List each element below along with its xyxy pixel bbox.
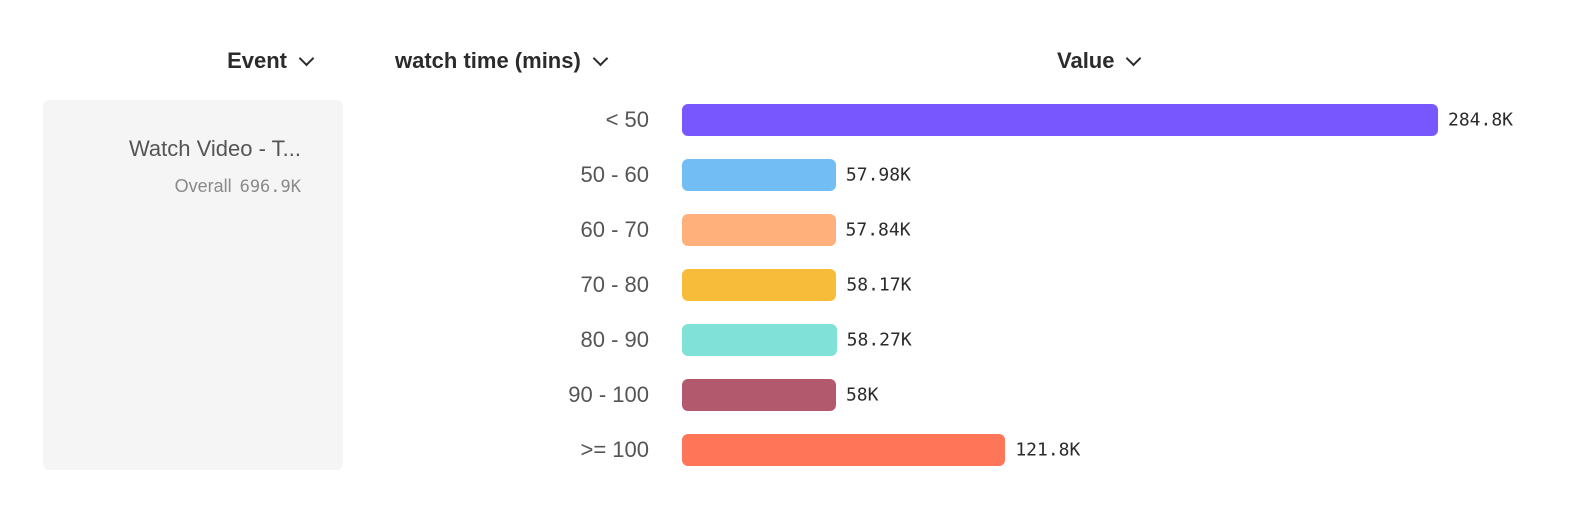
bar[interactable] bbox=[682, 104, 1438, 136]
watch-time-header-label: watch time (mins) bbox=[395, 48, 581, 73]
value-label: 57.98K bbox=[845, 164, 911, 186]
event-header-label: Event bbox=[227, 48, 287, 73]
category-label: >= 100 bbox=[580, 437, 649, 462]
value-column-header[interactable]: Value bbox=[1057, 48, 1142, 74]
bar[interactable] bbox=[682, 379, 836, 411]
category-label: 60 - 70 bbox=[580, 217, 650, 242]
category-label: < 50 bbox=[605, 107, 649, 132]
event-name: Watch Video - T... bbox=[128, 136, 301, 161]
bar[interactable] bbox=[682, 269, 837, 301]
event-panel: Watch Video - T... Overall 696.9K bbox=[43, 100, 343, 470]
category-label: 80 - 90 bbox=[580, 327, 650, 352]
category-label: 70 - 80 bbox=[580, 272, 650, 297]
bar[interactable] bbox=[682, 434, 1006, 466]
overall-value: 696.9K bbox=[239, 177, 301, 197]
value-label: 58.17K bbox=[846, 274, 912, 296]
chevron-down-icon bbox=[592, 50, 609, 66]
chevron-down-icon bbox=[1126, 50, 1142, 66]
chevron-down-icon bbox=[298, 50, 315, 66]
value-label: 58K bbox=[845, 384, 879, 406]
event-overall: Overall 696.9K bbox=[175, 176, 301, 197]
watch-time-column-header[interactable]: watch time (mins) bbox=[395, 48, 609, 74]
bar[interactable] bbox=[682, 214, 836, 246]
bar[interactable] bbox=[682, 159, 836, 191]
value-label: 57.84K bbox=[845, 219, 911, 241]
value-label: 284.8K bbox=[1448, 109, 1514, 131]
event-column-header[interactable]: Event bbox=[227, 48, 315, 74]
value-label: 121.8K bbox=[1015, 439, 1081, 461]
value-header-label: Value bbox=[1057, 48, 1115, 73]
overall-label: Overall bbox=[174, 176, 232, 196]
category-label: 90 - 100 bbox=[568, 382, 649, 407]
value-label: 58.27K bbox=[846, 329, 912, 351]
category-label: 50 - 60 bbox=[580, 162, 650, 187]
bar[interactable] bbox=[682, 324, 837, 356]
